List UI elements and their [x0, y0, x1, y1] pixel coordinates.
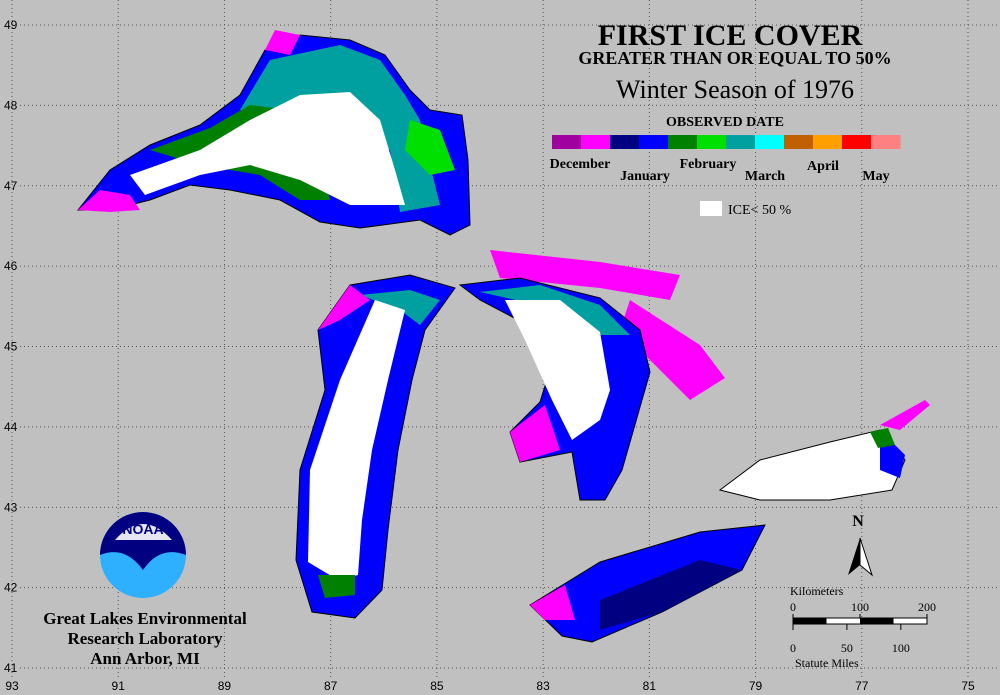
white-swatch — [700, 201, 722, 216]
lon-label: 89 — [218, 679, 232, 693]
scale-label: 100 — [851, 600, 869, 614]
lake-ontario — [718, 400, 930, 501]
legend-label: December — [550, 157, 611, 172]
subtitle: GREATER THAN OR EQUAL TO 50% — [578, 48, 891, 68]
legend-swatch — [668, 135, 698, 149]
credit: Ann Arbor, MI — [90, 649, 200, 668]
lake-superior — [76, 30, 471, 236]
lat-label: 49 — [4, 18, 18, 32]
legend-swatch — [755, 135, 785, 149]
legend-label: May — [862, 169, 889, 184]
legend-swatch — [813, 135, 843, 149]
lat-label: 48 — [4, 98, 18, 112]
scale-bar: Kilometers 0 100 200 0 50 100 Statute Miles — [790, 584, 936, 670]
legend-label: April — [807, 159, 839, 174]
scale-label: 200 — [918, 600, 936, 614]
lon-label: 91 — [112, 679, 126, 693]
legend-swatch — [581, 135, 611, 149]
scale-label: 0 — [790, 600, 796, 614]
legend-swatch — [697, 135, 727, 149]
lat-label: 47 — [4, 179, 18, 193]
lon-label: 79 — [749, 679, 763, 693]
lon-label: 87 — [324, 679, 338, 693]
lon-label: 93 — [5, 679, 19, 693]
scale-label: 50 — [841, 641, 853, 655]
scale-segment — [793, 618, 827, 624]
lat-label: 44 — [4, 420, 18, 434]
lon-label: 75 — [961, 679, 975, 693]
scale-label: 0 — [790, 641, 796, 655]
credit: Research Laboratory — [67, 629, 223, 648]
scale-title: Statute Miles — [795, 656, 859, 670]
grid: 93 91 89 87 85 83 81 79 77 75 49 48 47 46 45 44 43 42 41 — [4, 0, 1000, 693]
legend-swatch — [610, 135, 640, 149]
lon-label: 77 — [855, 679, 869, 693]
lon-label: 81 — [643, 679, 657, 693]
legend-swatch — [871, 135, 901, 149]
lon-label: 83 — [536, 679, 550, 693]
lat-label: 45 — [4, 340, 18, 354]
season: Winter Season of 1976 — [616, 75, 854, 104]
lake-erie — [529, 524, 766, 643]
lat-label: 42 — [4, 581, 18, 595]
scale-title: Kilometers — [790, 584, 844, 598]
lat-label: 46 — [4, 259, 18, 273]
credit: Great Lakes Environmental — [43, 609, 247, 628]
lake-michigan — [295, 274, 456, 619]
legend-swatch — [784, 135, 814, 149]
legend-label: March — [745, 169, 785, 184]
legend-swatch — [842, 135, 872, 149]
logo-text: NOAA — [122, 521, 163, 537]
legend-swatch — [552, 135, 582, 149]
legend-swatch — [639, 135, 669, 149]
lat-label: 41 — [4, 661, 18, 675]
north-arrow — [859, 537, 874, 577]
lat-label: 43 — [4, 500, 18, 514]
noaa-logo: NOAA — [100, 512, 186, 598]
title: FIRST ICE COVER — [598, 19, 863, 52]
lake-huron — [458, 250, 725, 501]
legend-swatch — [726, 135, 756, 149]
legend: December January February March April May — [550, 135, 901, 184]
legend-title: OBSERVED DATE — [666, 115, 784, 130]
north-arrow — [848, 538, 860, 575]
legend-label: January — [620, 169, 670, 184]
legend-label: February — [680, 157, 737, 172]
lon-label: 85 — [430, 679, 444, 693]
scale-segment — [860, 618, 894, 624]
north-label: N — [852, 513, 864, 530]
scale-label: 100 — [892, 641, 910, 655]
white-label: ICE< 50 % — [728, 203, 791, 218]
